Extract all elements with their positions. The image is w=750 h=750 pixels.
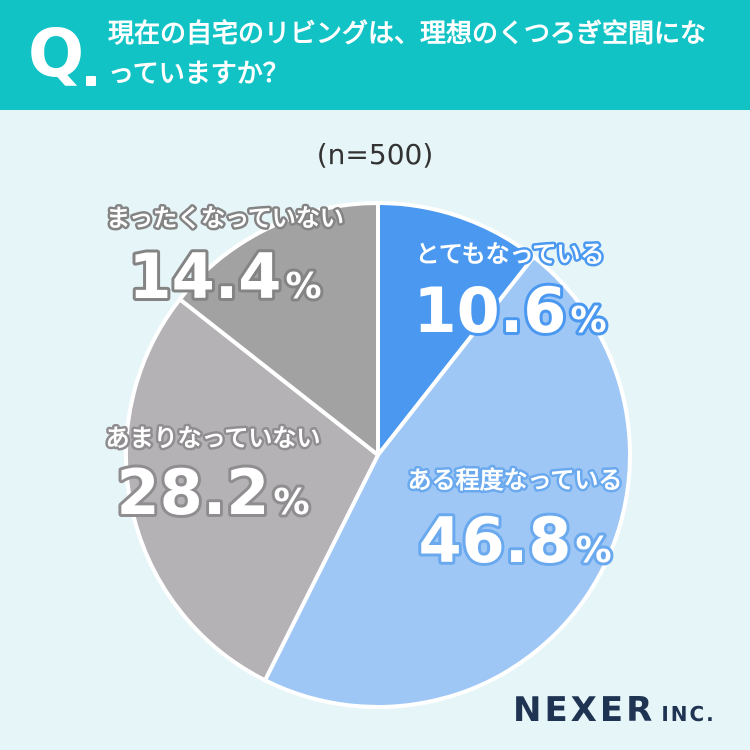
slice-label-3: あまりなっていない [106,424,321,452]
pie-slice-1 [376,201,536,457]
slice-value-2: 46.8% [418,504,611,577]
slice-value-1: 10.6% [413,274,606,347]
logo-main: NEXER [513,690,656,730]
question-mark-dot [86,76,96,86]
question-text: 現在の自宅のリビングは、理想のくつろぎ空間になっていますか？ [108,19,707,89]
slice-value-unit: % [285,266,321,307]
question-header: Q 現在の自宅のリビングは、理想のくつろぎ空間になっていますか？ [0,0,750,110]
slice-value-4: 14.4% [128,240,321,313]
slice-value-number: 28.2 [116,456,269,529]
slice-label-1: とてもなっている [416,240,605,268]
slice-value-3: 28.2% [116,456,309,529]
slice-label-2: ある程度なっている [408,466,623,494]
slice-value-unit: % [570,300,606,341]
slice-value-unit: % [575,530,611,571]
question-mark: Q [28,15,85,92]
pie-slice-3 [124,297,380,683]
logo-suffix: INC. [661,702,716,726]
pie-slice-2 [263,254,632,709]
slice-value-unit: % [273,482,309,523]
slice-value-number: 46.8 [418,504,571,577]
pie-slice-4 [177,201,380,457]
slice-value-number: 10.6 [413,274,566,347]
nexer-logo: NEXER INC. [513,690,716,730]
slice-value-number: 14.4 [128,240,281,313]
slice-label-4: まったくなっていない [106,204,344,232]
sample-size: (n=500) [316,138,434,171]
